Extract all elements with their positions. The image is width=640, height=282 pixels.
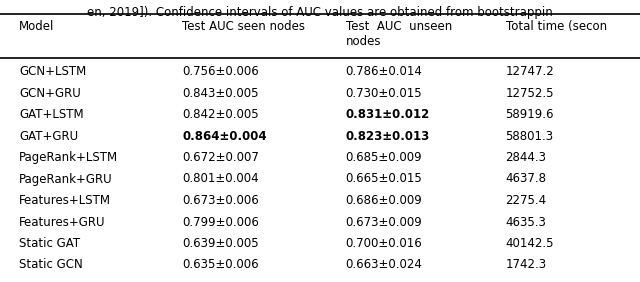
Text: 0.786±0.014: 0.786±0.014 xyxy=(346,65,422,78)
Text: 58801.3: 58801.3 xyxy=(506,129,554,142)
Text: Test AUC seen nodes: Test AUC seen nodes xyxy=(182,20,305,33)
Text: 0.842±0.005: 0.842±0.005 xyxy=(182,108,259,121)
Text: 0.635±0.006: 0.635±0.006 xyxy=(182,259,259,272)
Text: 0.823±0.013: 0.823±0.013 xyxy=(346,129,430,142)
Text: 0.843±0.005: 0.843±0.005 xyxy=(182,87,259,100)
Text: 0.864±0.004: 0.864±0.004 xyxy=(182,129,267,142)
Text: Static GCN: Static GCN xyxy=(19,259,83,272)
Text: 2844.3: 2844.3 xyxy=(506,151,547,164)
Text: PageRank+LSTM: PageRank+LSTM xyxy=(19,151,118,164)
Text: Model: Model xyxy=(19,20,54,33)
Text: Test  AUC  unseen
nodes: Test AUC unseen nodes xyxy=(346,20,452,48)
Text: 12747.2: 12747.2 xyxy=(506,65,554,78)
Text: Total time (secon: Total time (secon xyxy=(506,20,607,33)
Text: 0.673±0.009: 0.673±0.009 xyxy=(346,215,422,228)
Text: GCN+GRU: GCN+GRU xyxy=(19,87,81,100)
Text: Features+GRU: Features+GRU xyxy=(19,215,106,228)
Text: 0.673±0.006: 0.673±0.006 xyxy=(182,194,259,207)
Text: GAT+LSTM: GAT+LSTM xyxy=(19,108,84,121)
Text: 40142.5: 40142.5 xyxy=(506,237,554,250)
Text: 0.672±0.007: 0.672±0.007 xyxy=(182,151,259,164)
Text: 0.831±0.012: 0.831±0.012 xyxy=(346,108,430,121)
Text: 0.663±0.024: 0.663±0.024 xyxy=(346,259,422,272)
Text: 0.756±0.006: 0.756±0.006 xyxy=(182,65,259,78)
Text: GCN+LSTM: GCN+LSTM xyxy=(19,65,86,78)
Text: 0.665±0.015: 0.665±0.015 xyxy=(346,173,422,186)
Text: 2275.4: 2275.4 xyxy=(506,194,547,207)
Text: 0.685±0.009: 0.685±0.009 xyxy=(346,151,422,164)
Text: Features+LSTM: Features+LSTM xyxy=(19,194,111,207)
Text: PageRank+GRU: PageRank+GRU xyxy=(19,173,113,186)
Text: GAT+GRU: GAT+GRU xyxy=(19,129,78,142)
Text: 0.700±0.016: 0.700±0.016 xyxy=(346,237,422,250)
Text: Static GAT: Static GAT xyxy=(19,237,81,250)
Text: 12752.5: 12752.5 xyxy=(506,87,554,100)
Text: 58919.6: 58919.6 xyxy=(506,108,554,121)
Text: 4637.8: 4637.8 xyxy=(506,173,547,186)
Text: 1742.3: 1742.3 xyxy=(506,259,547,272)
Text: 0.686±0.009: 0.686±0.009 xyxy=(346,194,422,207)
Text: 0.639±0.005: 0.639±0.005 xyxy=(182,237,259,250)
Text: 4635.3: 4635.3 xyxy=(506,215,547,228)
Text: en, 2019]). Confidence intervals of AUC values are obtained from bootstrappin: en, 2019]). Confidence intervals of AUC … xyxy=(87,6,553,19)
Text: 0.730±0.015: 0.730±0.015 xyxy=(346,87,422,100)
Text: 0.799±0.006: 0.799±0.006 xyxy=(182,215,259,228)
Text: 0.801±0.004: 0.801±0.004 xyxy=(182,173,259,186)
